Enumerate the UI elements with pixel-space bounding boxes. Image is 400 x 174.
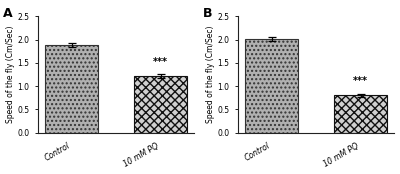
Bar xyxy=(45,45,98,133)
Bar xyxy=(334,96,387,133)
Bar xyxy=(245,39,298,133)
Bar xyxy=(134,76,187,133)
Y-axis label: Speed of the fly (Cm/Sec): Speed of the fly (Cm/Sec) xyxy=(206,26,214,123)
Text: ***: *** xyxy=(353,76,368,86)
Text: ***: *** xyxy=(153,57,168,67)
Y-axis label: Speed of the fly (Cm/Sec): Speed of the fly (Cm/Sec) xyxy=(6,26,14,123)
Text: B: B xyxy=(203,7,213,20)
Text: A: A xyxy=(3,7,13,20)
